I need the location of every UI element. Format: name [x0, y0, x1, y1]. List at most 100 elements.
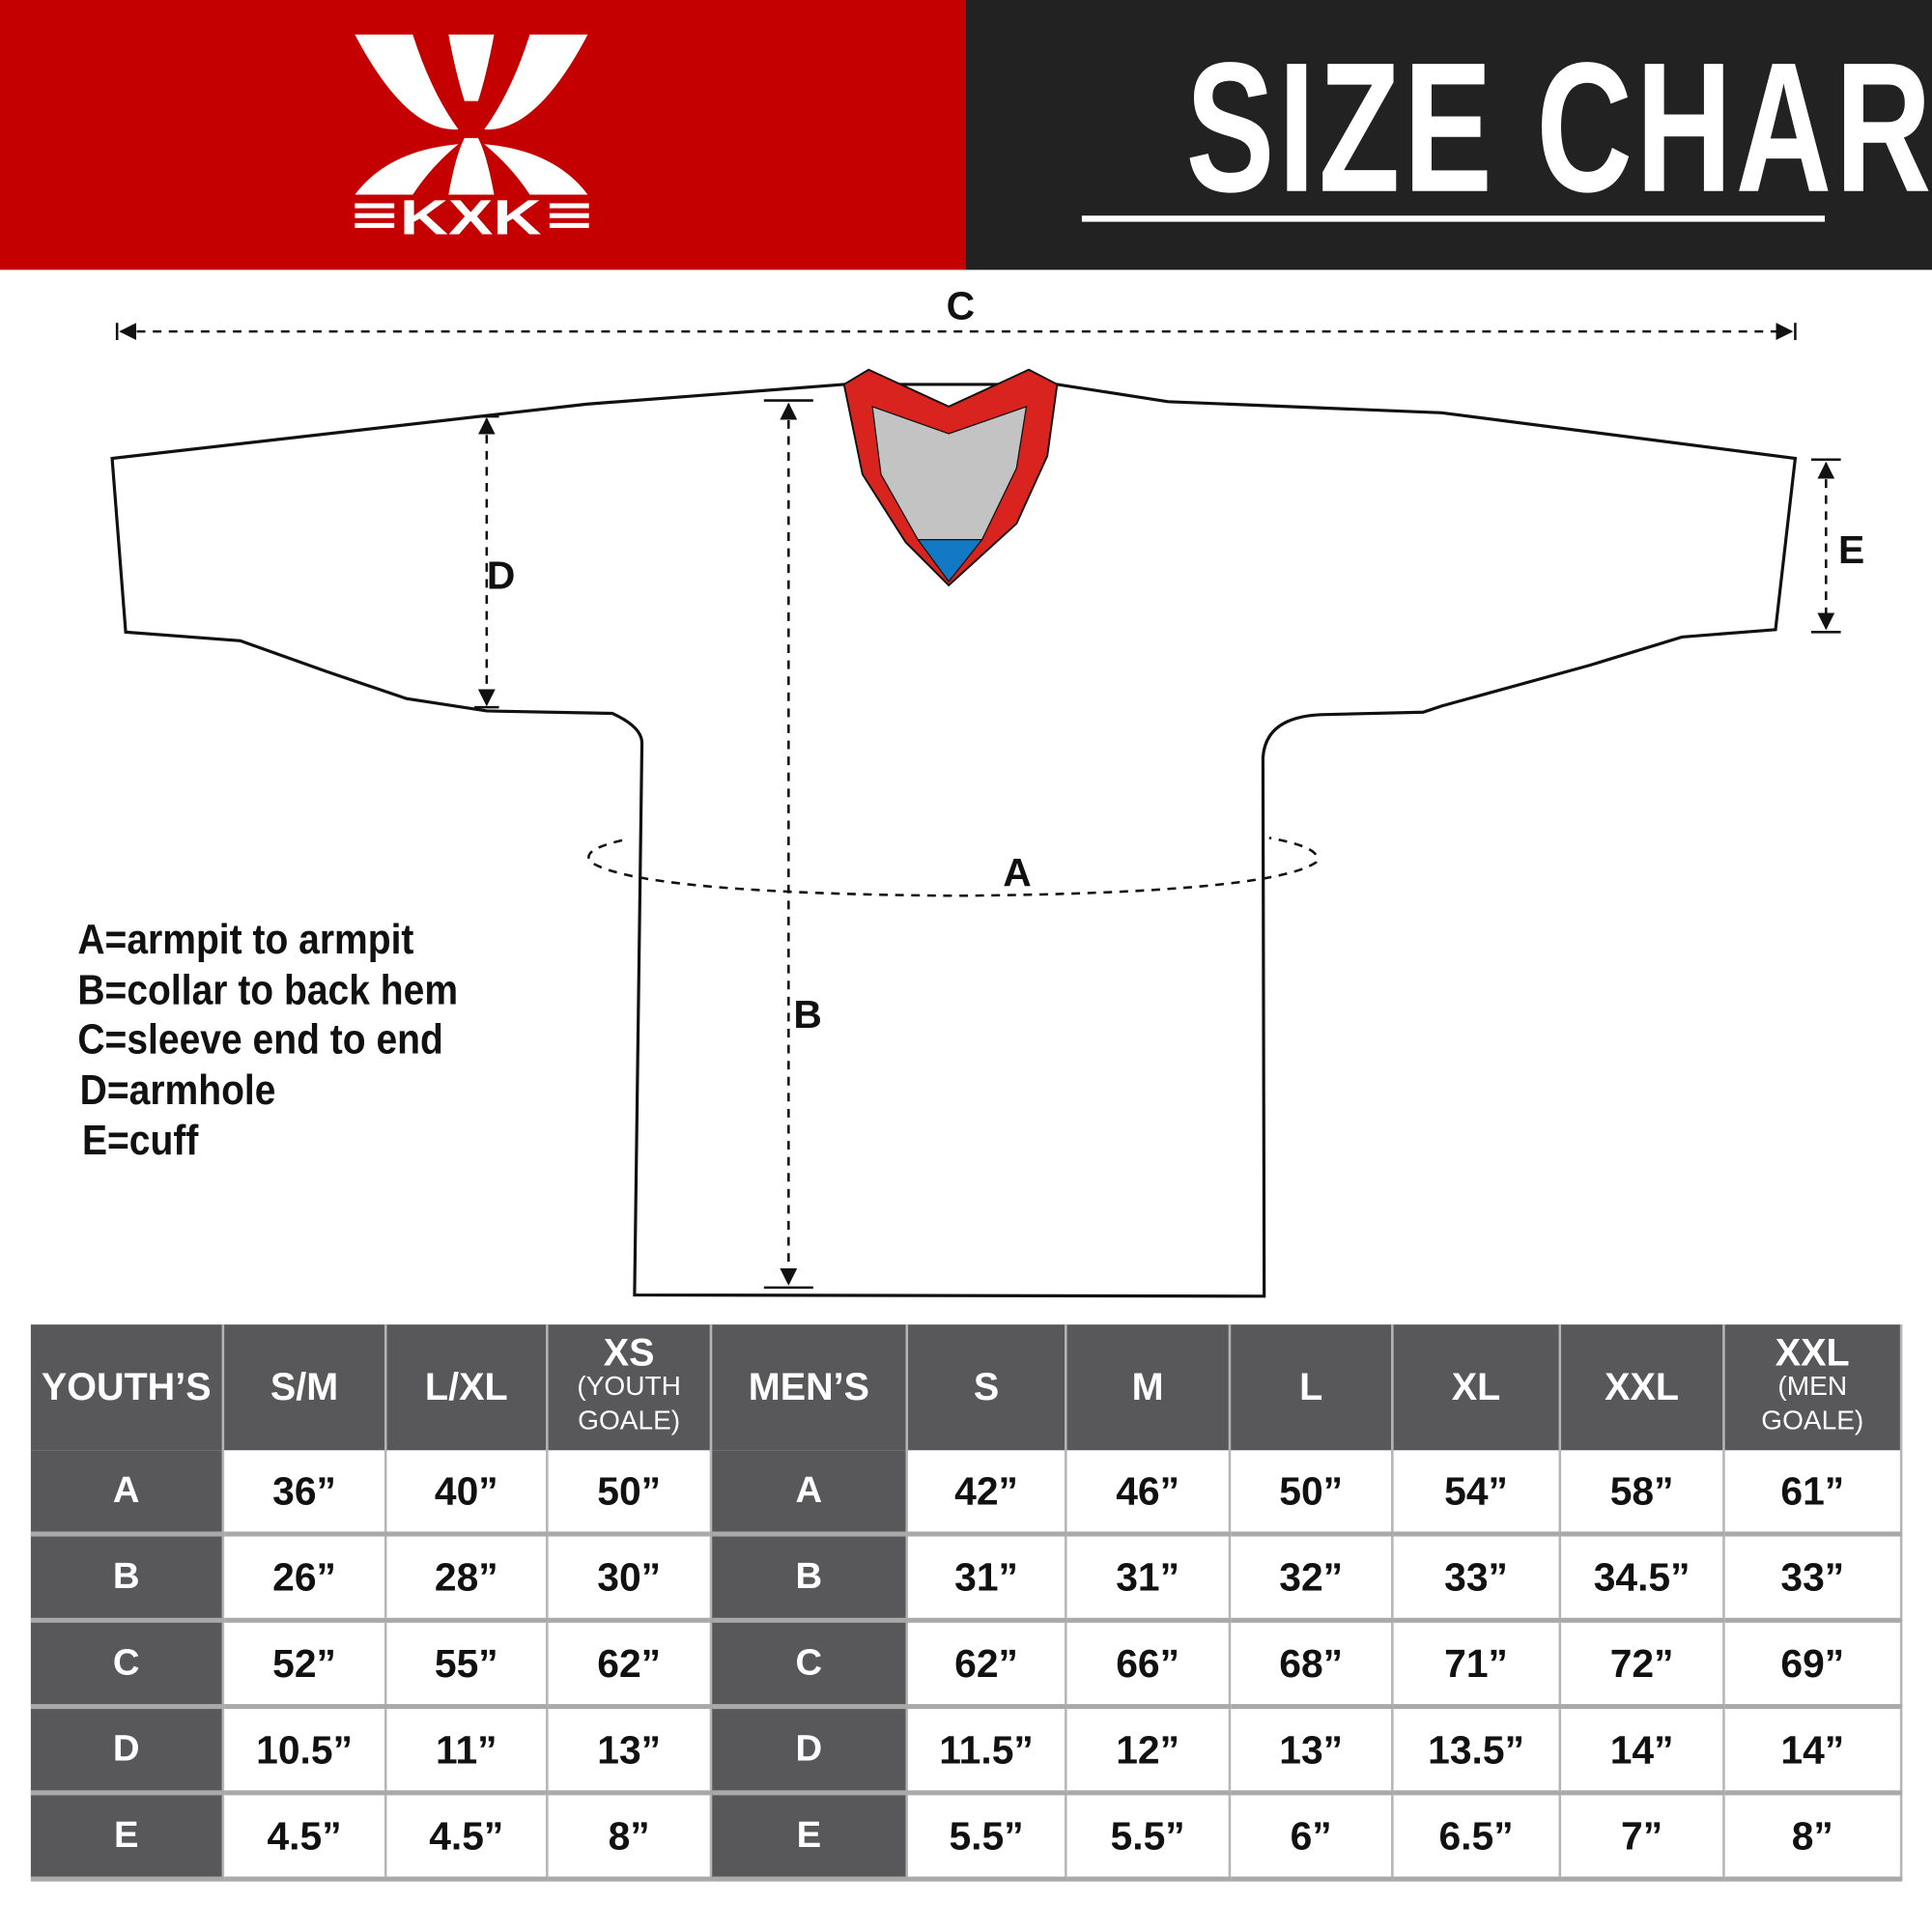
table-cell: 6” [1229, 1792, 1394, 1882]
legend-item: A=armpit to armpit [77, 916, 414, 964]
table-cell: 14” [1559, 1706, 1725, 1796]
table-cell: 34.5” [1559, 1534, 1725, 1623]
table-cell: 8” [547, 1792, 713, 1882]
table-row: B 26” 28” 30” B 31” 31” 32” 33” 34.5” 33” [30, 1534, 1903, 1623]
row-label: E [710, 1792, 909, 1882]
column-header: L [1229, 1324, 1394, 1451]
header-size: XXL [1775, 1330, 1850, 1375]
table-cell: 30” [547, 1534, 713, 1623]
label-b: B [793, 991, 822, 1037]
table-cell: 4.5” [222, 1792, 387, 1882]
jersey-outline [110, 383, 1798, 1298]
column-header: L/XL [385, 1324, 549, 1451]
table-cell: 50” [1229, 1450, 1394, 1537]
size-table: YOUTH’S S/M L/XL XS (YOUTH GOALE) MEN’S S M L XL XX… [30, 1324, 1903, 1882]
column-header: S/M [222, 1324, 387, 1451]
column-header: XXL (MEN GOALE) [1723, 1324, 1903, 1451]
table-cell: 13” [547, 1706, 713, 1796]
row-label: B [710, 1534, 909, 1623]
column-header: XL [1392, 1324, 1562, 1451]
row-label: C [710, 1620, 909, 1710]
row-label: E [30, 1792, 225, 1882]
table-cell: 40” [385, 1450, 549, 1537]
table-cell: 6.5” [1392, 1792, 1562, 1882]
header-size: XS [603, 1330, 655, 1375]
row-label: A [30, 1450, 225, 1537]
table-cell: 61” [1723, 1450, 1903, 1537]
table-cell: 5.5” [1065, 1792, 1232, 1882]
row-label: C [30, 1620, 225, 1710]
legend-item: C=sleeve end to end [77, 1016, 443, 1065]
brand-header: KXK [0, 0, 966, 270]
table-cell: 55” [385, 1620, 549, 1710]
kxk-logo: KXK [355, 34, 589, 244]
column-header: M [1065, 1324, 1232, 1451]
table-cell: 12” [1065, 1706, 1232, 1796]
row-label: B [30, 1534, 225, 1623]
legend-item: D=armhole [79, 1066, 276, 1115]
measurement-legend: A=armpit to armpit B=collar to back hem … [77, 916, 458, 1167]
legend-item: E=cuff [81, 1117, 199, 1165]
table-cell: 46” [1065, 1450, 1232, 1537]
table-row: C 52” 55” 62” C 62” 66” 68” 71” 72” 69” [30, 1620, 1903, 1710]
label-c: C [946, 283, 976, 328]
column-header: S [906, 1324, 1067, 1451]
table-cell: 42” [906, 1450, 1067, 1537]
header-note: GOALE) [1761, 1405, 1864, 1435]
row-label: A [710, 1450, 909, 1537]
header-note: (MEN [1777, 1370, 1848, 1402]
table-cell: 32” [1229, 1534, 1394, 1623]
table-row: A 36” 40” 50” A 42” 46” 50” 54” 58” 61” [30, 1450, 1903, 1537]
column-header: YOUTH’S [30, 1324, 225, 1451]
table-cell: 11.5” [906, 1706, 1067, 1796]
row-label: D [30, 1706, 225, 1796]
table-row: E 4.5” 4.5” 8” E 5.5” 5.5” 6” 6.5” 7” 8” [30, 1792, 1903, 1882]
table-cell: 13” [1229, 1706, 1394, 1796]
table-cell: 4.5” [385, 1792, 549, 1882]
svg-text:KXK: KXK [400, 189, 542, 244]
label-a: A [1003, 850, 1032, 895]
table-cell: 68” [1229, 1620, 1394, 1710]
column-header: XS (YOUTH GOALE) [547, 1324, 713, 1451]
table-cell: 69” [1723, 1620, 1903, 1710]
header-note: (YOUTH [577, 1370, 681, 1402]
table-header-row: YOUTH’S S/M L/XL XS (YOUTH GOALE) MEN’S S M L XL XX… [30, 1324, 1903, 1451]
table-row: D 10.5” 11” 13” D 11.5” 12” 13” 13.5” 14” 14” [30, 1706, 1903, 1796]
table-cell: 28” [385, 1534, 549, 1623]
table-cell: 71” [1392, 1620, 1562, 1710]
table-cell: 14” [1723, 1706, 1903, 1796]
collar-inner [871, 405, 1028, 541]
table-cell: 26” [222, 1534, 387, 1623]
table-cell: 11” [385, 1706, 549, 1796]
title-underline [1081, 215, 1826, 222]
collar-accent [916, 539, 983, 583]
table-cell: 58” [1559, 1450, 1725, 1537]
table-cell: 66” [1065, 1620, 1232, 1710]
table-cell: 5.5” [906, 1792, 1067, 1882]
table-cell: 33” [1392, 1534, 1562, 1623]
label-e: E [1838, 526, 1865, 572]
table-cell: 52” [222, 1620, 387, 1710]
dimension-a [587, 837, 1319, 897]
table-cell: 54” [1392, 1450, 1562, 1537]
label-d: D [486, 553, 516, 598]
table-cell: 13.5” [1392, 1706, 1562, 1796]
column-header: MEN’S [710, 1324, 909, 1451]
table-cell: 31” [906, 1534, 1067, 1623]
table-cell: 62” [906, 1620, 1067, 1710]
row-label: D [710, 1706, 909, 1796]
table-cell: 72” [1559, 1620, 1725, 1710]
table-cell: 7” [1559, 1792, 1725, 1882]
title-header [965, 0, 1932, 270]
header-note: GOALE) [578, 1405, 681, 1435]
column-header: XXL [1559, 1324, 1725, 1451]
table-cell: 10.5” [222, 1706, 387, 1796]
table-cell: 62” [547, 1620, 713, 1710]
table-cell: 31” [1065, 1534, 1232, 1623]
table-cell: 33” [1723, 1534, 1903, 1623]
table-cell: 36” [222, 1450, 387, 1537]
legend-item: B=collar to back hem [77, 966, 459, 1014]
table-cell: 50” [547, 1450, 713, 1537]
